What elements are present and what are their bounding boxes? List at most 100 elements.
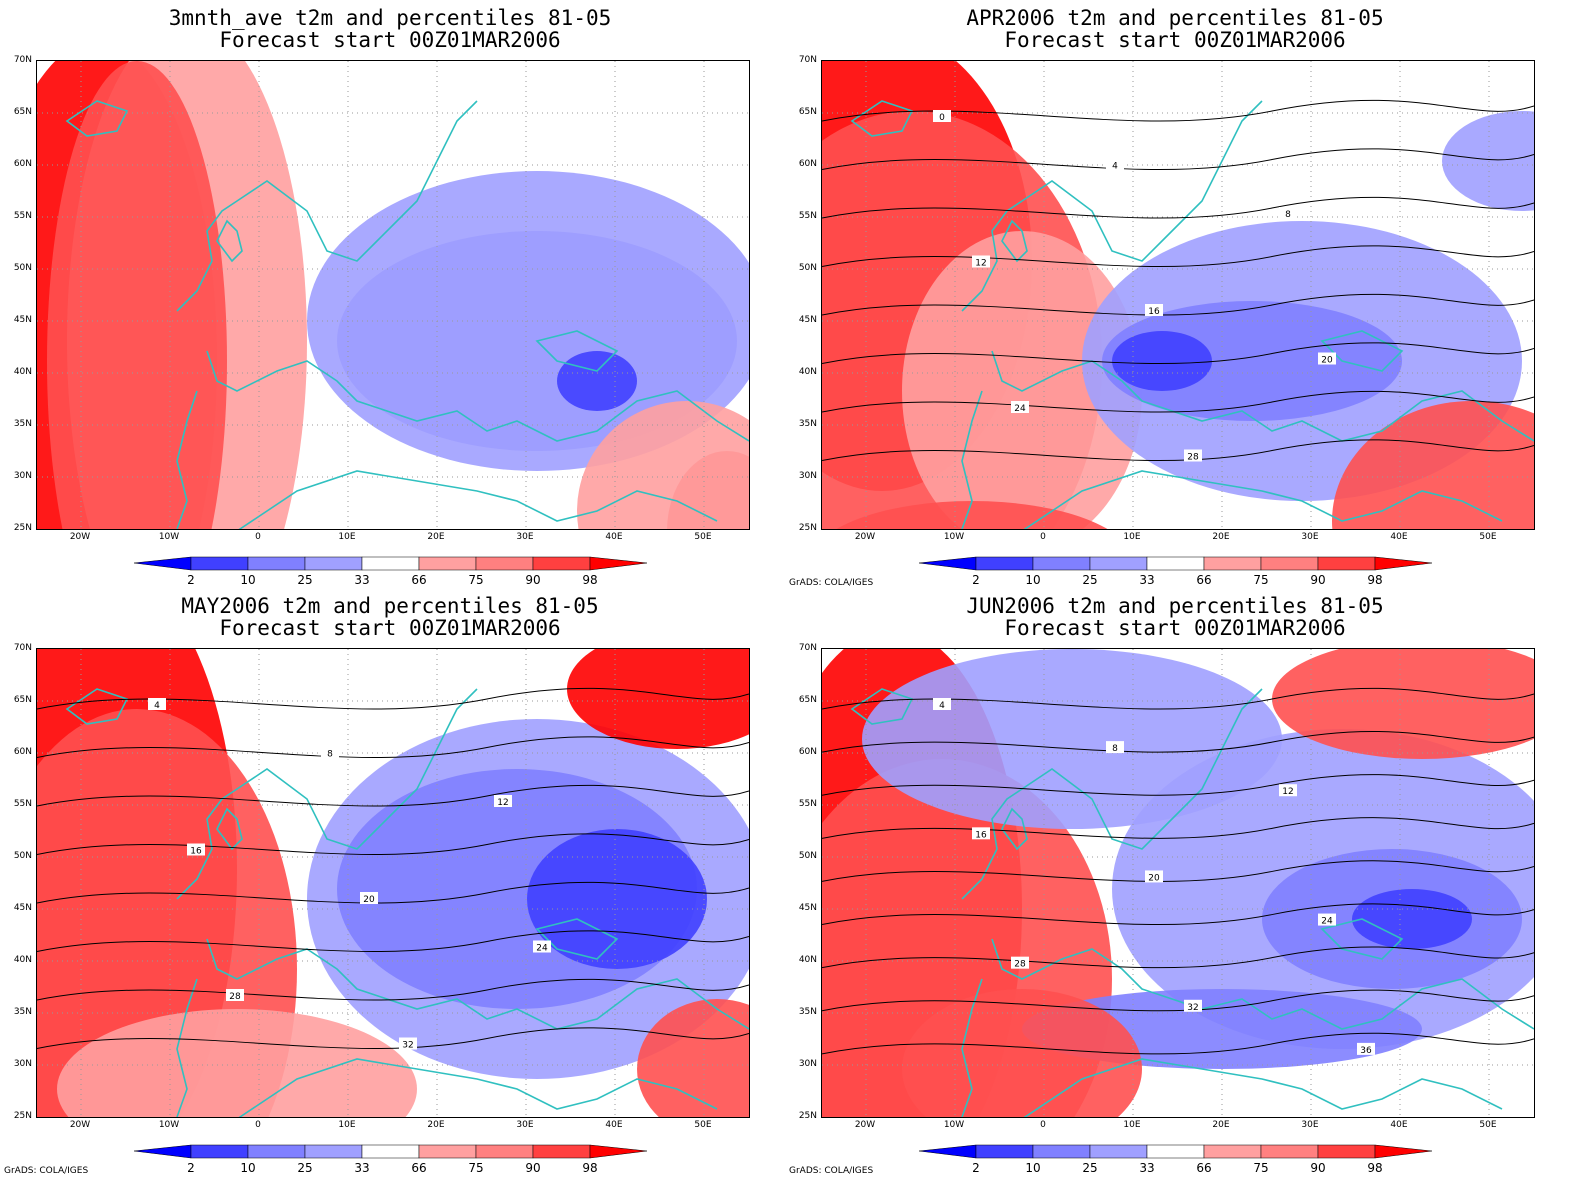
shaded-region xyxy=(1332,401,1534,529)
colorbar-label: 10 xyxy=(240,573,255,586)
colorbar-label: 66 xyxy=(1196,1161,1211,1174)
shaded-region xyxy=(57,1009,417,1117)
lat-label: 65N xyxy=(798,695,817,705)
colorbar-label: 25 xyxy=(297,573,312,586)
map-panel: MAY2006 t2m and percentiles 81-05 Forecas… xyxy=(0,588,780,1176)
colorbar-label: 98 xyxy=(1367,573,1382,586)
coastline xyxy=(961,100,1263,312)
coastline xyxy=(216,219,243,263)
contour-label: 12 xyxy=(1282,787,1293,797)
lat-label: 35N xyxy=(13,419,32,429)
contour-label: 8 xyxy=(1285,210,1291,220)
lon-label: 10E xyxy=(1123,532,1141,542)
lat-label: 40N xyxy=(798,955,817,965)
contour-line xyxy=(37,978,749,1001)
contour-label: 8 xyxy=(1112,744,1118,754)
coastline xyxy=(1320,330,1404,372)
colorbar-segment xyxy=(304,556,363,571)
contour-label-bg xyxy=(1318,352,1336,365)
coastline xyxy=(535,330,619,372)
panel-subtitle: Forecast start 00Z01MAR2006 xyxy=(1004,28,1346,52)
colorbar-canvas: 2 10 25 33 66 75 90 98 xyxy=(918,1144,1433,1175)
lon-label: 40E xyxy=(1390,532,1408,542)
contour-label: 12 xyxy=(975,259,986,269)
colorbar-segment xyxy=(1317,556,1376,571)
contour-line xyxy=(822,245,1534,267)
lon-label: 0 xyxy=(1040,1120,1046,1130)
lat-label: 25N xyxy=(798,1111,817,1121)
lon-label: 30E xyxy=(516,1120,534,1130)
map-panel: 3mnth_ave t2m and percentiles 81-05 Forec… xyxy=(0,0,780,588)
colorbar-label: 25 xyxy=(1082,573,1097,586)
colorbar-label: 33 xyxy=(354,573,369,586)
colorbar-segment xyxy=(532,1144,591,1159)
map-panel: APR2006 t2m and percentiles 81-05 Forecas… xyxy=(785,0,1565,588)
lon-label: 30E xyxy=(1301,532,1319,542)
lat-label: 55N xyxy=(13,799,32,809)
lon-label: 20W xyxy=(69,532,91,542)
grads-credit: GrADS: COLA/IGES xyxy=(4,1166,89,1176)
colorbar-label: 90 xyxy=(525,573,540,586)
contour-label-bg xyxy=(399,1037,417,1050)
contour-label-bg xyxy=(933,110,951,122)
shaded-region xyxy=(307,171,749,471)
contour-line xyxy=(822,293,1534,316)
colorbar-segment xyxy=(975,556,1034,571)
lon-label: 20E xyxy=(427,532,445,542)
lon-label: 40E xyxy=(605,1120,623,1130)
shaded-region xyxy=(902,989,1142,1117)
lon-label: 10E xyxy=(1123,1120,1141,1130)
contour-line xyxy=(37,784,749,807)
contour-label-bg xyxy=(1357,1042,1375,1055)
shaded-region xyxy=(527,829,707,969)
colorbar-segment xyxy=(247,556,306,571)
lat-label: 35N xyxy=(798,1007,817,1017)
lon-label: 40E xyxy=(1390,1120,1408,1130)
coastline xyxy=(176,688,478,900)
lon-label: 0 xyxy=(1040,532,1046,542)
contour-label-bg xyxy=(148,698,166,710)
lon-label: 10W xyxy=(943,532,965,542)
contour-label-bg xyxy=(1184,449,1202,462)
contour-line xyxy=(37,930,749,952)
contour-label-bg xyxy=(972,255,990,268)
panel-title: 3mnth_ave t2m and percentiles 81-05 xyxy=(168,6,612,30)
lat-label: 30N xyxy=(13,471,32,481)
lon-label: 20E xyxy=(1212,1120,1230,1130)
contour-label-bg xyxy=(1106,158,1124,171)
lon-label: 20W xyxy=(854,1120,876,1130)
contour-label-bg xyxy=(933,698,951,710)
lon-label: 0 xyxy=(255,532,261,542)
colorbar-segment xyxy=(475,1144,534,1159)
colorbar-segment xyxy=(1260,1144,1319,1159)
lat-label: 25N xyxy=(13,1111,32,1121)
lat-label: 45N xyxy=(798,903,817,913)
map-area: 0 4 8 12 16 20 24 28 xyxy=(821,60,1535,530)
colorbar-segment xyxy=(190,1144,249,1159)
shaded-region xyxy=(1442,111,1534,211)
colorbar-segment xyxy=(1089,1144,1148,1159)
contour-label: 24 xyxy=(1014,404,1026,414)
contour-label: 24 xyxy=(1321,917,1333,927)
colorbar-arrow-right xyxy=(1374,1144,1433,1159)
contour-label: 28 xyxy=(1014,960,1026,970)
colorbar: 2 10 25 33 66 75 90 98 xyxy=(918,1144,1439,1175)
grads-credit: GrADS: COLA/IGES xyxy=(789,578,874,588)
coastline xyxy=(238,470,718,529)
coastline xyxy=(1023,470,1503,529)
colorbar-label: 33 xyxy=(1139,573,1154,586)
shaded-region xyxy=(1102,301,1402,421)
contour-label: 28 xyxy=(229,992,241,1002)
contour-line xyxy=(37,833,749,855)
lat-label: 30N xyxy=(798,1059,817,1069)
contour-line xyxy=(822,731,1534,753)
coastline xyxy=(991,350,1534,442)
colorbar-segment xyxy=(975,1144,1034,1159)
contour-label-bg xyxy=(972,827,990,840)
colorbar-label: 2 xyxy=(972,1161,980,1174)
coastline xyxy=(176,390,198,529)
contour-label: 24 xyxy=(536,944,548,954)
contour-label: 20 xyxy=(1321,356,1333,366)
colorbar-label: 2 xyxy=(187,573,195,586)
colorbar-segment xyxy=(1146,556,1205,571)
